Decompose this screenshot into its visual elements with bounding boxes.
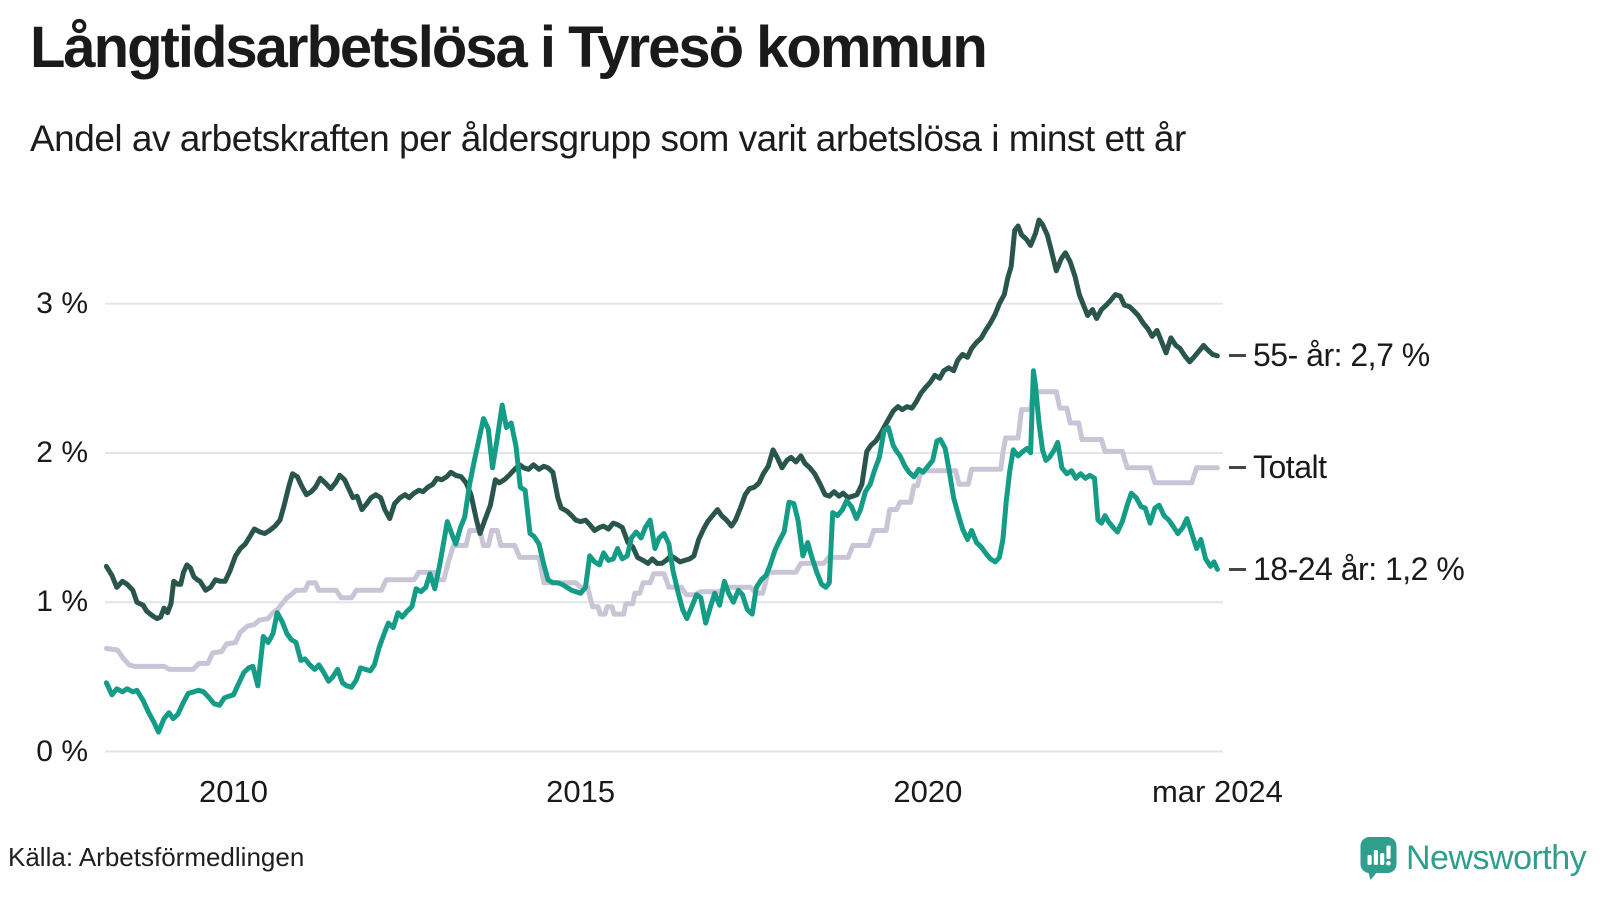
- source-note: Källa: Arbetsförmedlingen: [8, 842, 305, 872]
- series-line-totalt: [103, 389, 1220, 672]
- newsworthy-logo-text: Newsworthy: [1406, 838, 1587, 877]
- label-tick-dash: [1229, 466, 1246, 470]
- y-tick-label-3: 3 %: [36, 286, 88, 320]
- series-label-text: 18-24 år: 1,2 %: [1253, 550, 1465, 587]
- label-tick-dash: [1229, 354, 1246, 358]
- newsworthy-logo: Newsworthy: [1360, 836, 1587, 880]
- series-label-text: 55- år: 2,7 %: [1253, 337, 1430, 374]
- series-label-55-r: 55- år: 2,7 %: [1229, 336, 1430, 376]
- x-tick-label-mar-2024: mar 2024: [1151, 774, 1283, 809]
- y-tick-label-1: 1 %: [36, 585, 88, 619]
- y-tick-label-2: 2 %: [36, 435, 88, 469]
- label-tick-dash: [1229, 567, 1246, 571]
- series-line-18-24-r: [103, 368, 1220, 735]
- series-line-55-r: [103, 217, 1220, 622]
- series-label-text: Totalt: [1253, 449, 1327, 486]
- x-tick-label-2010: 2010: [198, 774, 268, 809]
- x-tick-label-2020: 2020: [893, 774, 963, 809]
- y-tick-label-0: 0 %: [36, 734, 88, 768]
- page-title: Långtidsarbetslösa i Tyresö kommun: [30, 15, 988, 80]
- series-label-18-24-r: 18-24 år: 1,2 %: [1229, 549, 1465, 589]
- page-subtitle: Andel av arbetskraften per åldersgrupp s…: [30, 118, 1186, 159]
- newsworthy-logo-icon: [1360, 837, 1397, 880]
- x-tick-label-2015: 2015: [546, 774, 616, 809]
- series-label-totalt: Totalt: [1229, 448, 1327, 488]
